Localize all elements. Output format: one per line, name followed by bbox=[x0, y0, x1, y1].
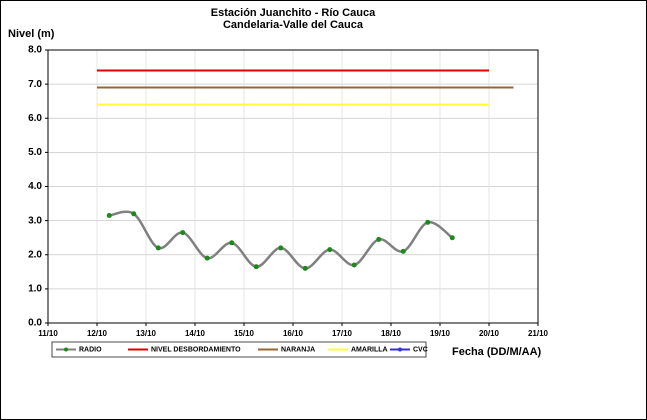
data-point bbox=[327, 247, 333, 253]
legend-label: NARANJA bbox=[281, 346, 315, 353]
legend-box bbox=[51, 341, 427, 358]
data-point bbox=[204, 255, 210, 261]
y-tick-label: 2.0 bbox=[28, 249, 42, 260]
data-point bbox=[278, 245, 284, 251]
x-tick-label: 20/10 bbox=[479, 329, 500, 338]
data-point bbox=[376, 236, 382, 242]
x-tick-label: 12/10 bbox=[87, 329, 108, 338]
x-tick-label: 16/10 bbox=[283, 329, 304, 338]
x-tick-label: 14/10 bbox=[185, 329, 206, 338]
x-tick-label: 19/10 bbox=[430, 329, 451, 338]
x-axis-label: Fecha (DD/M/AA) bbox=[452, 346, 542, 358]
data-point bbox=[351, 262, 357, 268]
chart-subtitle: Candelaria-Valle del Cauca bbox=[223, 19, 364, 31]
data-point bbox=[449, 235, 455, 241]
data-point bbox=[106, 213, 112, 219]
x-tick-label: 17/10 bbox=[332, 329, 353, 338]
data-point bbox=[400, 248, 406, 254]
data-point bbox=[180, 230, 186, 236]
legend-marker bbox=[64, 347, 68, 352]
data-point bbox=[425, 219, 431, 225]
y-tick-label: 0.0 bbox=[28, 318, 42, 329]
data-point bbox=[155, 245, 161, 251]
y-tick-label: 3.0 bbox=[28, 215, 42, 226]
plot-border bbox=[47, 49, 539, 324]
y-tick-label: 6.0 bbox=[28, 113, 42, 124]
y-tick-label: 8.0 bbox=[28, 45, 42, 56]
chart-title: Estación Juanchito - Río Cauca bbox=[211, 7, 376, 19]
x-tick-label: 18/10 bbox=[381, 329, 402, 338]
y-axis-label: Nivel (m) bbox=[8, 28, 55, 40]
data-point bbox=[302, 265, 308, 271]
legend-label: RADIO bbox=[79, 346, 102, 353]
y-tick-label: 7.0 bbox=[28, 79, 42, 90]
data-point bbox=[229, 240, 235, 246]
legend-marker bbox=[398, 347, 402, 352]
y-tick-label: 4.0 bbox=[28, 181, 42, 192]
data-point bbox=[131, 211, 137, 217]
legend-label: AMARILLA bbox=[351, 346, 388, 353]
y-tick-label: 5.0 bbox=[28, 147, 42, 158]
x-tick-label: 11/10 bbox=[38, 329, 58, 338]
x-tick-label: 21/10 bbox=[528, 329, 549, 338]
legend-label: CVC bbox=[413, 346, 428, 353]
x-tick-label: 15/10 bbox=[234, 329, 255, 338]
data-point bbox=[253, 264, 259, 270]
x-tick-label: 13/10 bbox=[136, 329, 157, 338]
y-tick-label: 1.0 bbox=[28, 284, 42, 295]
legend-label: NIVEL DESBORDAMIENTO bbox=[151, 346, 241, 353]
